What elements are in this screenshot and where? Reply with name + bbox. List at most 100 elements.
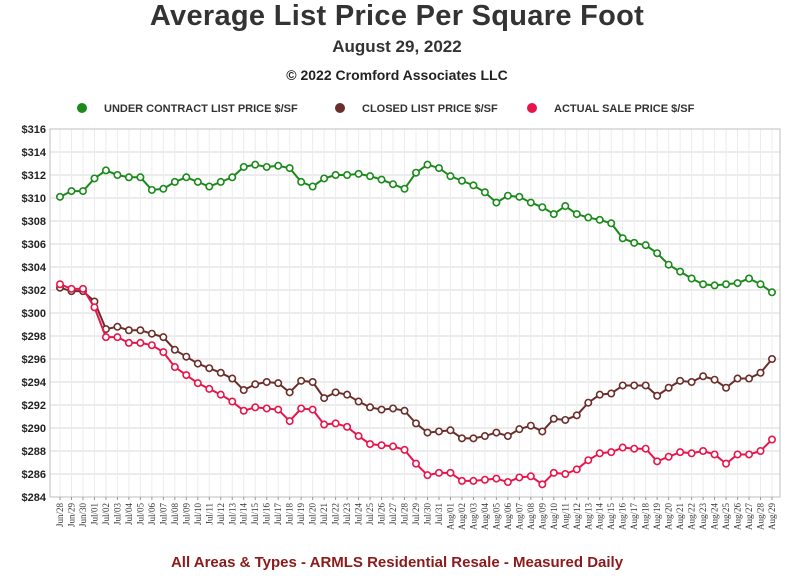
data-point [331, 388, 340, 397]
x-tick-label: Aug/11 [560, 503, 570, 530]
x-tick-label: Jun/28 [55, 503, 65, 528]
data-point [170, 345, 179, 354]
data-point [400, 445, 409, 454]
x-tick-label: Aug/06 [503, 503, 513, 531]
data-point [411, 168, 420, 177]
data-point [147, 185, 156, 194]
data-point [193, 379, 202, 388]
data-point [228, 397, 237, 406]
legend-marker [527, 103, 537, 113]
data-point [561, 202, 570, 211]
data-point [205, 384, 214, 393]
data-point [446, 172, 455, 181]
data-point [653, 249, 662, 258]
data-point [182, 352, 191, 361]
data-point [503, 191, 512, 200]
data-point [595, 215, 604, 224]
data-point [549, 468, 558, 477]
data-point [170, 363, 179, 372]
data-point [595, 390, 604, 399]
y-tick-label: $296 [22, 354, 46, 366]
data-point [457, 476, 466, 485]
copyright-notice: © 2022 Cromford Associates LLC [286, 67, 508, 83]
x-tick-label: Aug/16 [618, 503, 628, 531]
data-point [343, 171, 352, 180]
x-tick-label: Aug/08 [526, 503, 536, 531]
x-tick-label: Jul/22 [331, 503, 341, 525]
data-point [722, 459, 731, 468]
x-tick-label: Jul/12 [216, 503, 226, 525]
data-point [262, 162, 271, 171]
data-point [136, 173, 145, 182]
x-tick-label: Aug/25 [721, 503, 731, 531]
data-point [262, 404, 271, 413]
data-point [274, 405, 283, 414]
data-point [297, 177, 306, 186]
x-tick-label: Jul/08 [170, 503, 180, 526]
data-point [124, 338, 133, 347]
x-tick-label: Aug/10 [549, 503, 559, 531]
data-point [216, 390, 225, 399]
data-point [584, 213, 593, 222]
data-point [113, 322, 122, 331]
data-point [687, 377, 696, 386]
data-point [699, 280, 708, 289]
data-point [457, 176, 466, 185]
data-point [549, 414, 558, 423]
data-point [687, 274, 696, 283]
data-point [618, 443, 627, 452]
data-point [366, 403, 375, 412]
chart-title: Average List Price Per Square Foot [149, 0, 645, 32]
data-point [182, 371, 191, 380]
y-tick-label: $286 [22, 469, 46, 481]
x-tick-label: Aug/14 [595, 503, 605, 531]
x-tick-label: Aug/19 [652, 503, 662, 531]
data-point [664, 452, 673, 461]
data-point [147, 341, 156, 350]
data-point [159, 184, 168, 193]
legend-marker [77, 103, 87, 113]
data-point [354, 397, 363, 406]
data-point [285, 164, 294, 173]
data-point [78, 284, 87, 293]
x-tick-label: Aug/07 [514, 503, 524, 531]
x-tick-label: Jul/21 [319, 503, 329, 525]
y-tick-label: $312 [22, 170, 46, 182]
y-tick-label: $298 [22, 331, 46, 343]
x-tick-label: Jul/03 [112, 503, 122, 526]
data-point [377, 405, 386, 414]
data-point [492, 198, 501, 207]
data-point [595, 449, 604, 458]
x-tick-label: Jul/19 [296, 503, 306, 526]
x-tick-label: Aug/23 [698, 503, 708, 531]
y-tick-label: $316 [22, 124, 46, 136]
data-point [630, 238, 639, 247]
data-point [55, 192, 64, 201]
data-point [389, 180, 398, 189]
data-point [377, 175, 386, 184]
data-point [297, 404, 306, 413]
data-point [641, 444, 650, 453]
data-point [641, 241, 650, 250]
data-point [389, 442, 398, 451]
data-point [480, 475, 489, 484]
x-tick-label: Jul/04 [124, 503, 134, 526]
legend-label: UNDER CONTRACT LIST PRICE $/SF [104, 103, 298, 115]
y-tick-label: $306 [22, 239, 46, 251]
y-tick-label: $308 [22, 216, 46, 228]
x-tick-label: Aug/27 [744, 503, 754, 531]
data-point [664, 383, 673, 392]
x-tick-label: Aug/13 [583, 503, 593, 531]
data-point [366, 440, 375, 449]
data-point [515, 473, 524, 482]
data-point [366, 172, 375, 181]
data-point [136, 326, 145, 335]
data-point [124, 326, 133, 335]
data-point [193, 177, 202, 186]
data-point [676, 376, 685, 385]
data-point [159, 348, 168, 357]
chart-date: August 29, 2022 [332, 37, 462, 56]
data-point [480, 432, 489, 441]
data-point [572, 210, 581, 219]
x-tick-label: Jul/02 [101, 503, 111, 525]
